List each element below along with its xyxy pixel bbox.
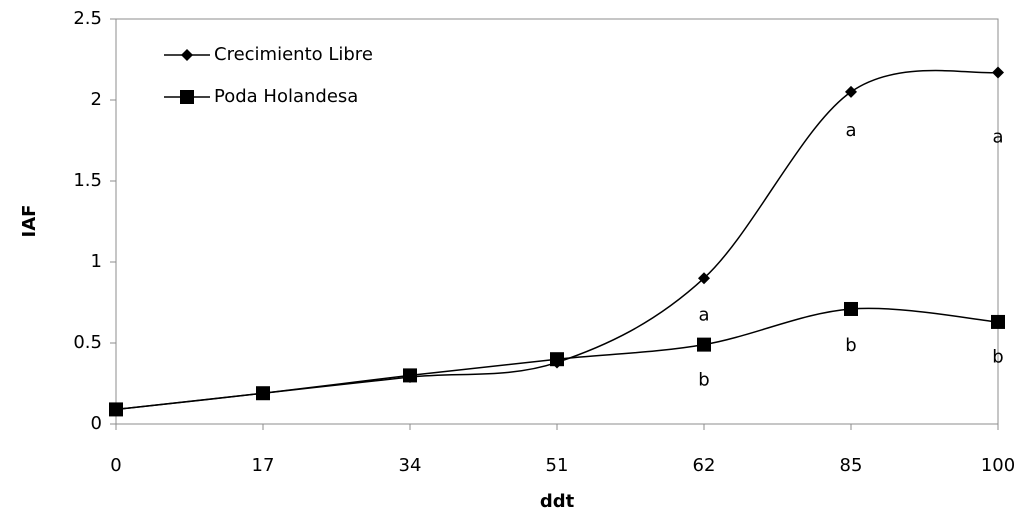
y-tick-label: 1 — [91, 251, 102, 272]
annotation: b — [698, 369, 709, 390]
x-tick-label: 100 — [981, 455, 1015, 476]
data-point — [844, 301, 858, 316]
annotation: a — [992, 126, 1003, 147]
y-tick-label: 2 — [91, 89, 102, 110]
x-axis-title: ddt — [540, 491, 575, 512]
data-point — [992, 66, 1004, 79]
y-tick-label: 0 — [91, 413, 102, 434]
data-point — [698, 272, 710, 285]
annotation: b — [992, 347, 1003, 368]
annotation: a — [845, 120, 856, 141]
data-point — [550, 352, 564, 367]
x-tick-label: 85 — [840, 455, 863, 476]
legend-marker — [180, 90, 194, 104]
data-point — [403, 368, 417, 383]
y-tick-label: 2.5 — [73, 8, 102, 29]
x-tick-label: 0 — [110, 455, 121, 476]
data-point — [845, 85, 857, 98]
data-point — [991, 314, 1005, 329]
annotation: a — [698, 304, 709, 325]
y-tick-label: 1.5 — [73, 170, 102, 191]
x-tick-label: 62 — [693, 455, 716, 476]
legend-label: Poda Holandesa — [214, 86, 358, 107]
annotation: b — [845, 335, 856, 356]
data-point — [697, 337, 711, 352]
y-axis-title: IAF — [19, 205, 40, 238]
data-point — [109, 402, 123, 417]
legend-label: Crecimiento Libre — [214, 44, 373, 65]
x-tick-label: 51 — [546, 455, 569, 476]
y-tick-label: 0.5 — [73, 332, 102, 353]
x-tick-label: 34 — [399, 455, 422, 476]
data-point — [256, 386, 270, 401]
legend-marker — [181, 49, 193, 61]
x-tick-label: 17 — [252, 455, 275, 476]
